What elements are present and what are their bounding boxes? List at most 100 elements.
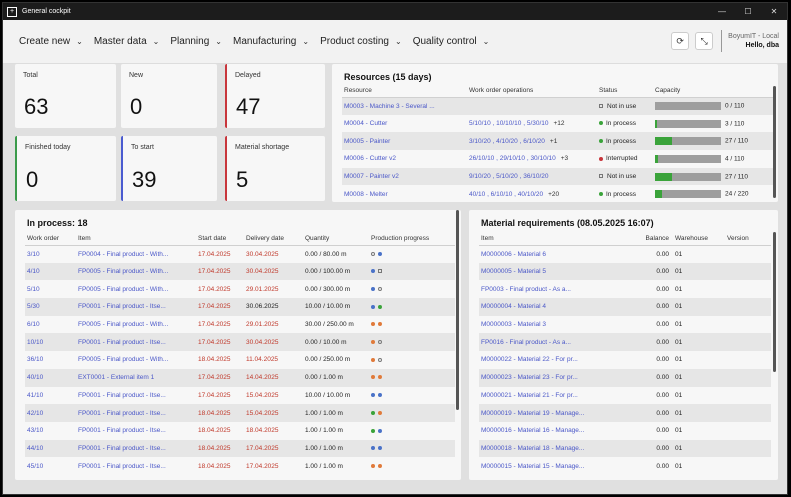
column-header[interactable]: Resource xyxy=(342,84,467,98)
table-row[interactable]: M0008 - Melter 40/10 , 6/10/10 , 40/10/20… xyxy=(342,185,774,202)
user-info[interactable]: BoyumIT - Local Hello, dba xyxy=(728,32,779,50)
table-row[interactable]: FP0003 - Final product - As a... 0.00 01 xyxy=(479,280,771,298)
item-link[interactable]: M0000003 - Material 3 xyxy=(481,321,547,329)
work-order-link[interactable]: 45/10 xyxy=(27,462,44,470)
item-link[interactable]: FP0001 - Final product - Itse... xyxy=(78,391,166,399)
work-order-link[interactable]: 3/10 xyxy=(27,250,40,258)
table-row[interactable]: M0005 - Painter 3/10/20 , 4/10/20 , 6/10/… xyxy=(342,132,774,151)
table-row[interactable]: 41/10 FP0001 - Final product - Itse... 17.… xyxy=(25,387,455,405)
table-row[interactable]: 36/10 FP0005 - Final product - With... 18.… xyxy=(25,351,455,369)
table-row[interactable]: 45/10 FP0001 - Final product - Itse... 18.… xyxy=(25,457,455,475)
item-link[interactable]: M0000016 - Material 16 - Manage... xyxy=(481,427,585,435)
item-link[interactable]: FP0016 - Final product - As a... xyxy=(481,338,571,346)
operations-link[interactable]: 9/10/20 , 5/10/20 , 36/10/20 xyxy=(469,173,549,181)
more-count[interactable]: +12 xyxy=(553,120,565,128)
table-row[interactable]: 44/10 FP0001 - Final product - Itse... 18.… xyxy=(25,439,455,458)
table-row[interactable]: 42/10 FP0001 - Final product - Itse... 18.… xyxy=(25,404,455,422)
resource-link[interactable]: M0008 - Melter xyxy=(344,190,388,198)
resource-link[interactable]: M0006 - Cutter v2 xyxy=(344,155,397,163)
menu-master-data[interactable]: Master data ⌄ xyxy=(94,36,160,47)
column-header[interactable]: Quantity xyxy=(303,232,369,246)
resource-link[interactable]: M0004 - Cutter xyxy=(344,120,388,128)
resource-link[interactable]: M0005 - Painter xyxy=(344,137,391,145)
table-row[interactable]: M0003 - Machine 3 - Several ... Not in us… xyxy=(342,97,774,115)
item-link[interactable]: FP0001 - Final product - Itse... xyxy=(78,303,166,311)
item-link[interactable]: FP0001 - Final product - Itse... xyxy=(78,409,166,417)
close-button[interactable]: ✕ xyxy=(770,7,778,16)
more-count[interactable]: +20 xyxy=(548,190,560,198)
item-link[interactable]: M0000021 - Material 21 - For pr... xyxy=(481,391,578,399)
item-link[interactable]: M0000005 - Material 5 xyxy=(481,268,547,276)
column-header[interactable]: Capacity xyxy=(653,84,774,98)
table-row[interactable]: 40/10 EXT0001 - External item 1 17.04.2025… xyxy=(25,368,455,387)
table-row[interactable]: M0000004 - Material 4 0.00 01 xyxy=(479,298,771,316)
table-row[interactable]: M0000023 - Material 23 - For pr... 0.00 01 xyxy=(479,368,771,387)
table-row[interactable]: M0000018 - Material 18 - Manage... 0.00 01 xyxy=(479,439,771,458)
maximize-button[interactable]: ☐ xyxy=(744,7,752,16)
column-header[interactable]: Delivery date xyxy=(244,232,303,246)
table-row[interactable]: M0004 - Cutter 5/10/10 , 10/10/10 , 5/30/… xyxy=(342,115,774,133)
column-header[interactable]: Work order xyxy=(25,232,76,246)
work-order-link[interactable]: 5/30 xyxy=(27,303,40,311)
column-header[interactable]: Start date xyxy=(196,232,244,246)
item-link[interactable]: FP0001 - Final product - Itse... xyxy=(78,338,166,346)
kpi-finished-today[interactable]: Finished today 0 xyxy=(15,136,116,201)
menu-quality-control[interactable]: Quality control ⌄ xyxy=(413,36,490,47)
work-order-link[interactable]: 4/10 xyxy=(27,268,40,276)
column-header[interactable]: Production progress xyxy=(369,232,455,246)
work-order-link[interactable]: 41/10 xyxy=(27,391,44,399)
column-header[interactable]: Item xyxy=(479,232,609,246)
work-order-link[interactable]: 44/10 xyxy=(27,444,44,452)
work-order-link[interactable]: 42/10 xyxy=(27,409,44,417)
item-link[interactable]: EXT0001 - External item 1 xyxy=(78,374,155,382)
table-row[interactable]: 6/10 FP0005 - Final product - With... 17.0… xyxy=(25,316,455,334)
table-row[interactable]: 10/10 FP0001 - Final product - Itse... 17.… xyxy=(25,333,455,352)
item-link[interactable]: M0000015 - Material 15 - Manage... xyxy=(481,462,585,470)
item-link[interactable]: M0000004 - Material 4 xyxy=(481,303,547,311)
item-link[interactable]: M0000019 - Material 19 - Manage... xyxy=(481,409,585,417)
scrollbar[interactable] xyxy=(773,232,776,372)
resource-link[interactable]: M0003 - Machine 3 - Several ... xyxy=(344,102,435,110)
work-order-link[interactable]: 43/10 xyxy=(27,427,44,435)
more-count[interactable]: +1 xyxy=(549,137,558,145)
work-order-link[interactable]: 40/10 xyxy=(27,374,44,382)
item-link[interactable]: FP0005 - Final product - With... xyxy=(78,356,169,364)
work-order-link[interactable]: 5/10 xyxy=(27,285,40,293)
minimize-button[interactable]: — xyxy=(718,7,726,16)
operations-link[interactable]: 26/10/10 , 29/10/10 , 30/10/10 xyxy=(469,155,556,163)
more-count[interactable]: +3 xyxy=(560,155,569,163)
item-link[interactable]: FP0001 - Final product - Itse... xyxy=(78,444,166,452)
table-row[interactable]: M0000019 - Material 19 - Manage... 0.00 01 xyxy=(479,404,771,422)
scrollbar[interactable] xyxy=(456,210,459,410)
operations-link[interactable]: 40/10 , 6/10/10 , 40/10/20 xyxy=(469,190,544,198)
item-link[interactable]: FP0003 - Final product - As a... xyxy=(481,285,571,293)
menu-manufacturing[interactable]: Manufacturing ⌄ xyxy=(233,36,309,47)
column-header[interactable]: Warehouse xyxy=(673,232,725,246)
column-header[interactable]: Balance xyxy=(609,232,673,246)
resource-link[interactable]: M0007 - Painter v2 xyxy=(344,173,399,181)
item-link[interactable]: FP0001 - Final product - Itse... xyxy=(78,462,166,470)
table-row[interactable]: FP0016 - Final product - As a... 0.00 01 xyxy=(479,333,771,352)
table-row[interactable]: M0006 - Cutter v2 26/10/10 , 29/10/10 , 3… xyxy=(342,150,774,168)
table-row[interactable]: 4/10 FP0005 - Final product - With... 17.0… xyxy=(25,262,455,281)
menu-planning[interactable]: Planning ⌄ xyxy=(170,36,222,47)
table-row[interactable]: M0000005 - Material 5 0.00 01 xyxy=(479,262,771,281)
item-link[interactable]: M0000023 - Material 23 - For pr... xyxy=(481,374,578,382)
scrollbar[interactable] xyxy=(773,86,776,198)
menu-product-costing[interactable]: Product costing ⌄ xyxy=(320,36,402,47)
work-order-link[interactable]: 10/10 xyxy=(27,338,44,346)
table-row[interactable]: M0007 - Painter v2 9/10/20 , 5/10/20 , 36… xyxy=(342,167,774,186)
table-row[interactable]: 43/10 FP0001 - Final product - Itse... 18.… xyxy=(25,422,455,440)
table-row[interactable]: 5/30 FP0001 - Final product - Itse... 17.0… xyxy=(25,298,455,316)
item-link[interactable]: FP0004 - Final product - With... xyxy=(78,250,169,258)
column-header[interactable]: Version xyxy=(725,232,771,246)
expand-icon[interactable]: ⤡ xyxy=(695,32,714,50)
kpi-total[interactable]: Total 63 xyxy=(15,64,116,128)
work-order-link[interactable]: 36/10 xyxy=(27,356,44,364)
table-row[interactable]: M0000016 - Material 16 - Manage... 0.00 01 xyxy=(479,422,771,440)
kpi-delayed[interactable]: Delayed 47 xyxy=(225,64,325,128)
column-header[interactable]: Item xyxy=(76,232,196,246)
item-link[interactable]: FP0005 - Final product - With... xyxy=(78,321,169,329)
table-row[interactable]: 3/10 FP0004 - Final product - With... 17.0… xyxy=(25,245,455,263)
table-row[interactable]: M0000021 - Material 21 - For pr... 0.00 01 xyxy=(479,387,771,405)
